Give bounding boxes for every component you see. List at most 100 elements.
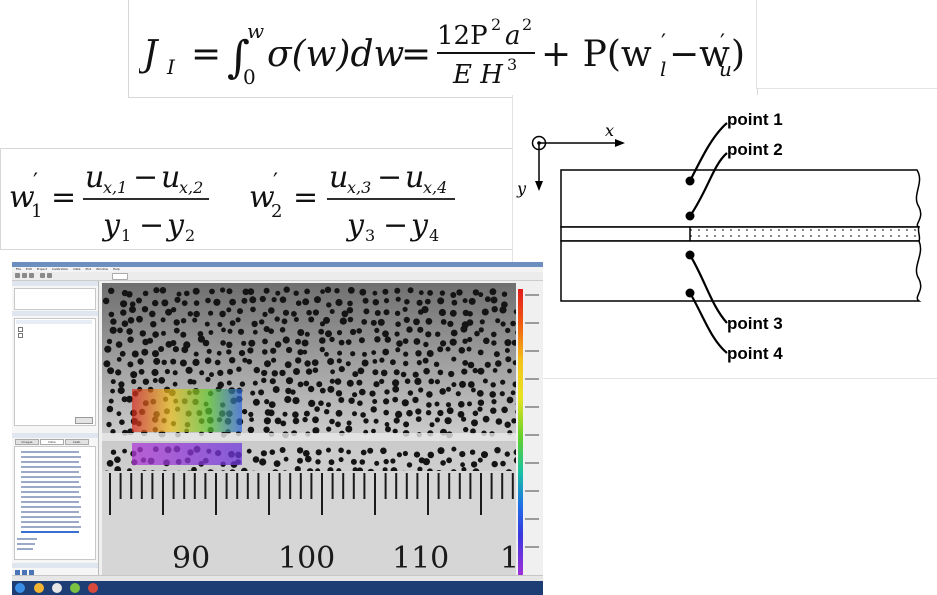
menu-project[interactable]: Project [36, 267, 48, 271]
svg-text:x,4: x,4 [423, 178, 447, 197]
app-icon[interactable] [70, 583, 80, 593]
status-bar [12, 575, 543, 582]
explorer-icon[interactable] [52, 583, 62, 593]
svg-text:1: 1 [121, 226, 131, 243]
browser-icon[interactable] [34, 583, 44, 593]
integrand: σ(w)dw [267, 34, 405, 75]
tab-data[interactable]: Data [39, 439, 64, 445]
w1-symbol: w [9, 180, 35, 215]
equation-svg: J I = ∫ w 0 σ(w)dw = 12P 2 a 2 E H 3 + P… [139, 15, 745, 90]
list-item[interactable] [21, 456, 81, 458]
list-item[interactable] [21, 516, 81, 518]
os-taskbar [12, 581, 543, 595]
list-item[interactable] [21, 521, 79, 523]
save-icon[interactable] [29, 273, 34, 278]
checkbox[interactable] [18, 333, 23, 338]
den2-b: y [409, 208, 429, 243]
list-item[interactable] [21, 526, 81, 528]
dic-software-window: File Edit Project Calibration Data Plot … [12, 262, 543, 595]
list-item[interactable] [21, 481, 79, 483]
plotting-options [14, 318, 96, 426]
strain-overlay-lower [132, 443, 242, 465]
list-item[interactable] [21, 501, 79, 503]
num1-b: u [161, 160, 180, 195]
list-item[interactable] [21, 466, 81, 468]
numerator-exp: 2 [491, 15, 501, 34]
app-icon[interactable] [88, 583, 98, 593]
w2-sub: 2 [271, 201, 282, 222]
list-item[interactable] [17, 548, 33, 550]
x-axis-label: x [605, 121, 615, 140]
menu-help[interactable]: Help [112, 267, 120, 271]
point-1-label: point 1 [727, 110, 783, 129]
eq-tail: + P(w [541, 34, 652, 75]
speckle-image-viewport[interactable]: 90 100 110 1 [102, 283, 516, 579]
list-item[interactable] [21, 461, 79, 463]
w1-sub: 1 [31, 201, 42, 222]
project-header [12, 433, 98, 438]
integral-upper: w [247, 19, 264, 43]
svg-text:−: − [383, 208, 408, 243]
list-item[interactable] [21, 451, 79, 453]
speckle-image: 90 100 110 1 [102, 283, 516, 579]
svg-text:x,3: x,3 [347, 178, 371, 197]
list-item[interactable] [21, 506, 81, 508]
menu-data[interactable]: Data [73, 267, 81, 271]
start-button-icon[interactable] [15, 583, 25, 593]
list-item[interactable] [17, 538, 37, 540]
animation-header [12, 563, 98, 568]
file-tree [14, 446, 96, 560]
background-panel [756, 0, 937, 89]
plotting-tools-header [12, 311, 98, 316]
point-3-label: point 3 [727, 314, 783, 333]
eq-lhs-sub: I [166, 55, 176, 79]
checkbox[interactable] [18, 327, 23, 332]
list-item[interactable] [21, 496, 81, 498]
menu-window[interactable]: Window [96, 267, 108, 271]
svg-text:2: 2 [185, 226, 195, 243]
tab-calib[interactable]: Calib. [64, 439, 89, 445]
point-2-label: point 2 [727, 140, 783, 159]
menu-calibration[interactable]: Calibration [52, 267, 69, 271]
list-item-selected[interactable] [21, 531, 79, 533]
lower-beam [560, 240, 922, 302]
list-item[interactable] [17, 543, 35, 545]
ruler-label-100: 100 [278, 541, 335, 576]
list-item[interactable] [21, 471, 79, 473]
integral-sign: ∫ [227, 32, 250, 83]
list-item[interactable] [21, 476, 81, 478]
w2-symbol: w [249, 180, 275, 215]
tab-images[interactable]: Images [15, 439, 39, 445]
svg-text:4: 4 [429, 226, 439, 243]
den1-a: y [101, 208, 121, 243]
project-tabs: Images Data Calib. [15, 439, 93, 445]
svg-text:−: − [133, 160, 158, 195]
open-icon[interactable] [22, 273, 27, 278]
svg-text:x,2: x,2 [179, 178, 203, 197]
properties-panel [14, 288, 96, 310]
apply-button[interactable] [75, 417, 93, 424]
svg-text:′: ′ [720, 31, 725, 56]
tail-sub-u: u [719, 57, 732, 81]
ruler [102, 471, 516, 579]
svg-text:3: 3 [365, 226, 375, 243]
menu-file[interactable]: File [16, 267, 22, 271]
den2-a: y [345, 208, 365, 243]
list-item[interactable] [21, 486, 81, 488]
grid-icon[interactable] [47, 273, 52, 278]
list-item[interactable] [21, 511, 79, 513]
new-icon[interactable] [15, 273, 20, 278]
num2-a: u [329, 160, 348, 195]
menu-edit[interactable]: Edit [26, 267, 32, 271]
stop-icon[interactable] [28, 570, 34, 575]
den1-b: y [165, 208, 185, 243]
list-item[interactable] [21, 491, 79, 493]
image-icon[interactable] [40, 273, 45, 278]
play-icon[interactable] [15, 570, 20, 575]
zoom-field[interactable] [112, 273, 128, 280]
menu-plot[interactable]: Plot [85, 267, 92, 271]
denominator-exp: 3 [507, 55, 517, 74]
window-titlebar [12, 262, 543, 267]
step-icon[interactable] [21, 570, 27, 575]
frac-numerator: 12P [437, 21, 488, 51]
